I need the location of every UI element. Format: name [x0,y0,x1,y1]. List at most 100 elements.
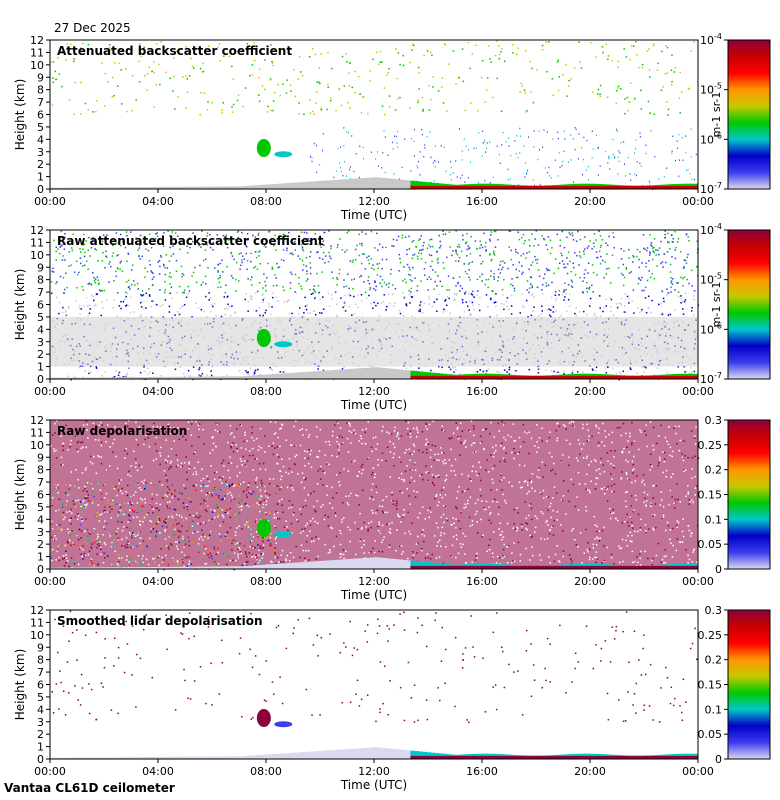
data-cell [151,278,154,280]
data-cell [578,255,581,257]
data-cell [343,286,345,288]
data-cell [589,240,591,242]
data-layer [50,40,699,191]
data-cell [167,376,172,379]
data-cell [673,373,679,379]
data-cell [563,360,565,363]
data-cell [211,492,213,494]
data-cell [144,498,146,500]
data-cell [508,373,511,375]
data-cell [421,128,423,131]
data-cell [60,230,63,233]
data-cell [397,146,399,148]
data-cell [570,338,573,340]
data-cell [633,468,635,470]
data-cell [134,466,137,468]
data-cell [620,302,622,305]
data-cell [434,145,436,147]
data-cell [677,336,679,339]
data-cell [402,335,404,338]
data-cell [418,72,421,74]
data-cell [696,485,698,487]
data-cell [245,553,247,555]
data-cell [397,515,400,517]
data-cell [300,544,303,547]
data-cell [519,91,521,93]
data-cell [110,49,112,51]
data-cell [652,250,655,253]
data-cell [119,239,121,241]
data-cell [377,302,379,305]
data-cell [655,485,658,487]
x-tick-label: 00:00 [34,195,66,208]
data-cell [411,280,413,282]
data-cell [153,342,156,345]
data-cell [183,304,186,306]
data-cell [298,282,300,285]
data-cell [378,262,381,265]
data-cell [149,352,151,355]
data-cell [103,328,106,331]
data-cell [50,61,52,63]
data-cell [589,331,592,333]
data-cell [466,305,469,308]
data-cell [219,286,222,288]
data-cell [60,348,62,350]
data-cell [116,494,118,497]
data-cell [265,503,268,506]
data-cell [285,351,287,353]
data-cell [446,289,448,291]
data-cell [208,361,211,363]
data-cell [232,559,234,562]
data-cell [415,543,418,545]
data-cell [409,481,411,484]
data-cell [555,429,558,432]
data-cell [262,540,264,543]
data-cell [670,281,672,284]
data-cell [660,240,662,243]
data-cell [393,173,395,175]
data-cell [60,456,63,459]
data-cell [175,376,181,379]
data-cell [71,249,74,252]
data-cell [230,341,232,343]
data-cell [111,508,113,511]
data-cell [485,241,487,244]
data-cell [65,557,68,559]
data-cell [353,432,355,434]
data-cell [329,502,331,505]
data-cell [567,334,569,337]
data-cell [682,350,684,352]
data-cell [314,297,316,300]
data-cell [527,169,529,172]
data-cell [228,55,231,58]
data-cell [256,375,262,379]
data-cell [68,305,70,308]
data-cell [81,362,84,364]
data-cell [696,525,699,527]
data-cell [637,185,642,189]
data-cell [71,360,73,362]
data-cell [467,375,472,379]
data-cell [488,361,490,363]
data-cell [102,251,104,254]
data-cell [82,289,85,291]
data-cell [693,330,696,333]
data-cell [161,483,163,486]
data-cell [342,549,345,551]
data-cell [271,374,274,376]
data-cell [581,562,583,564]
data-cell [495,183,501,189]
data-cell [209,246,212,249]
data-cell [475,451,477,453]
data-cell [538,315,540,317]
data-cell [513,448,515,450]
data-cell [319,312,321,314]
data-cell [372,498,375,501]
data-cell [321,370,326,379]
data-cell [257,232,260,235]
data-cell [454,474,457,476]
data-cell [330,345,333,348]
data-cell [542,293,544,295]
data-cell [651,354,653,357]
